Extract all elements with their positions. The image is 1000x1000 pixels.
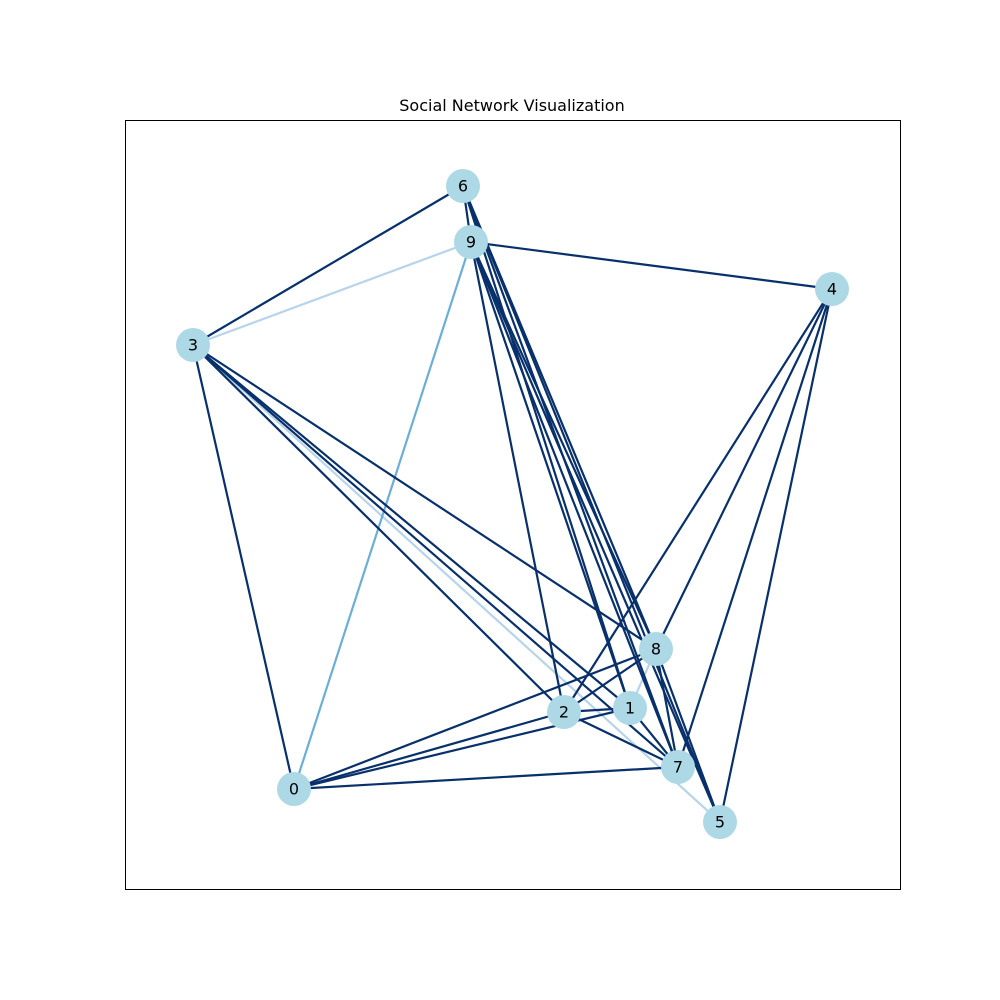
edge-9-2 (469, 240, 566, 714)
chart-title: Social Network Visualization (399, 96, 624, 115)
edge-3-7 (191, 343, 680, 769)
node-circle (176, 328, 210, 362)
node-label: 5 (715, 813, 725, 832)
node-label: 4 (827, 280, 837, 299)
edge-0-2 (292, 710, 566, 791)
edge-0-8 (292, 647, 658, 791)
node-6: 6 (446, 169, 480, 203)
edge-0-7 (292, 765, 680, 791)
edge-3-0 (191, 343, 296, 791)
edge-9-0 (292, 240, 473, 791)
nodes-layer: 0 1 2 3 4 5 6 7 8 9 (176, 169, 849, 839)
edge-8-5 (654, 647, 722, 824)
node-circle (613, 691, 647, 725)
edge-3-5 (191, 343, 722, 824)
node-label: 7 (673, 758, 683, 777)
node-2: 2 (547, 695, 581, 729)
edge-4-5 (718, 287, 834, 824)
node-label: 6 (458, 177, 468, 196)
edge-3-1 (191, 343, 632, 710)
edge-9-4 (469, 240, 834, 291)
edge-2-8 (562, 647, 658, 714)
node-label: 2 (559, 703, 569, 722)
node-9: 9 (454, 225, 488, 259)
plot-frame (125, 120, 901, 890)
edge-4-8 (654, 287, 834, 651)
node-4: 4 (815, 272, 849, 306)
node-8: 8 (639, 632, 673, 666)
edge-4-7 (676, 287, 834, 769)
node-circle (661, 750, 695, 784)
node-7: 7 (661, 750, 695, 784)
edge-3-9 (191, 240, 473, 347)
node-label: 9 (466, 233, 476, 252)
edge-6-1 (461, 184, 632, 710)
node-circle (639, 632, 673, 666)
edge-3-8 (191, 343, 658, 651)
edge-9-7 (469, 240, 680, 769)
node-0: 0 (277, 772, 311, 806)
node-circle (815, 272, 849, 306)
node-circle (547, 695, 581, 729)
node-circle (277, 772, 311, 806)
edge-6-7 (461, 184, 680, 769)
node-label: 0 (289, 780, 299, 799)
edge-8-7 (654, 647, 680, 769)
node-label: 8 (651, 640, 661, 659)
edge-2-7 (562, 710, 680, 769)
node-circle (703, 805, 737, 839)
node-label: 1 (625, 699, 635, 718)
edge-4-2 (562, 287, 834, 714)
node-label: 3 (188, 336, 198, 355)
node-5: 5 (703, 805, 737, 839)
edge-9-1 (469, 240, 632, 710)
edge-3-6 (191, 184, 465, 347)
edge-6-5 (461, 184, 722, 824)
node-circle (454, 225, 488, 259)
edge-3-2 (191, 343, 566, 714)
node-circle (446, 169, 480, 203)
node-1: 1 (613, 691, 647, 725)
edges-layer (191, 184, 834, 824)
node-3: 3 (176, 328, 210, 362)
